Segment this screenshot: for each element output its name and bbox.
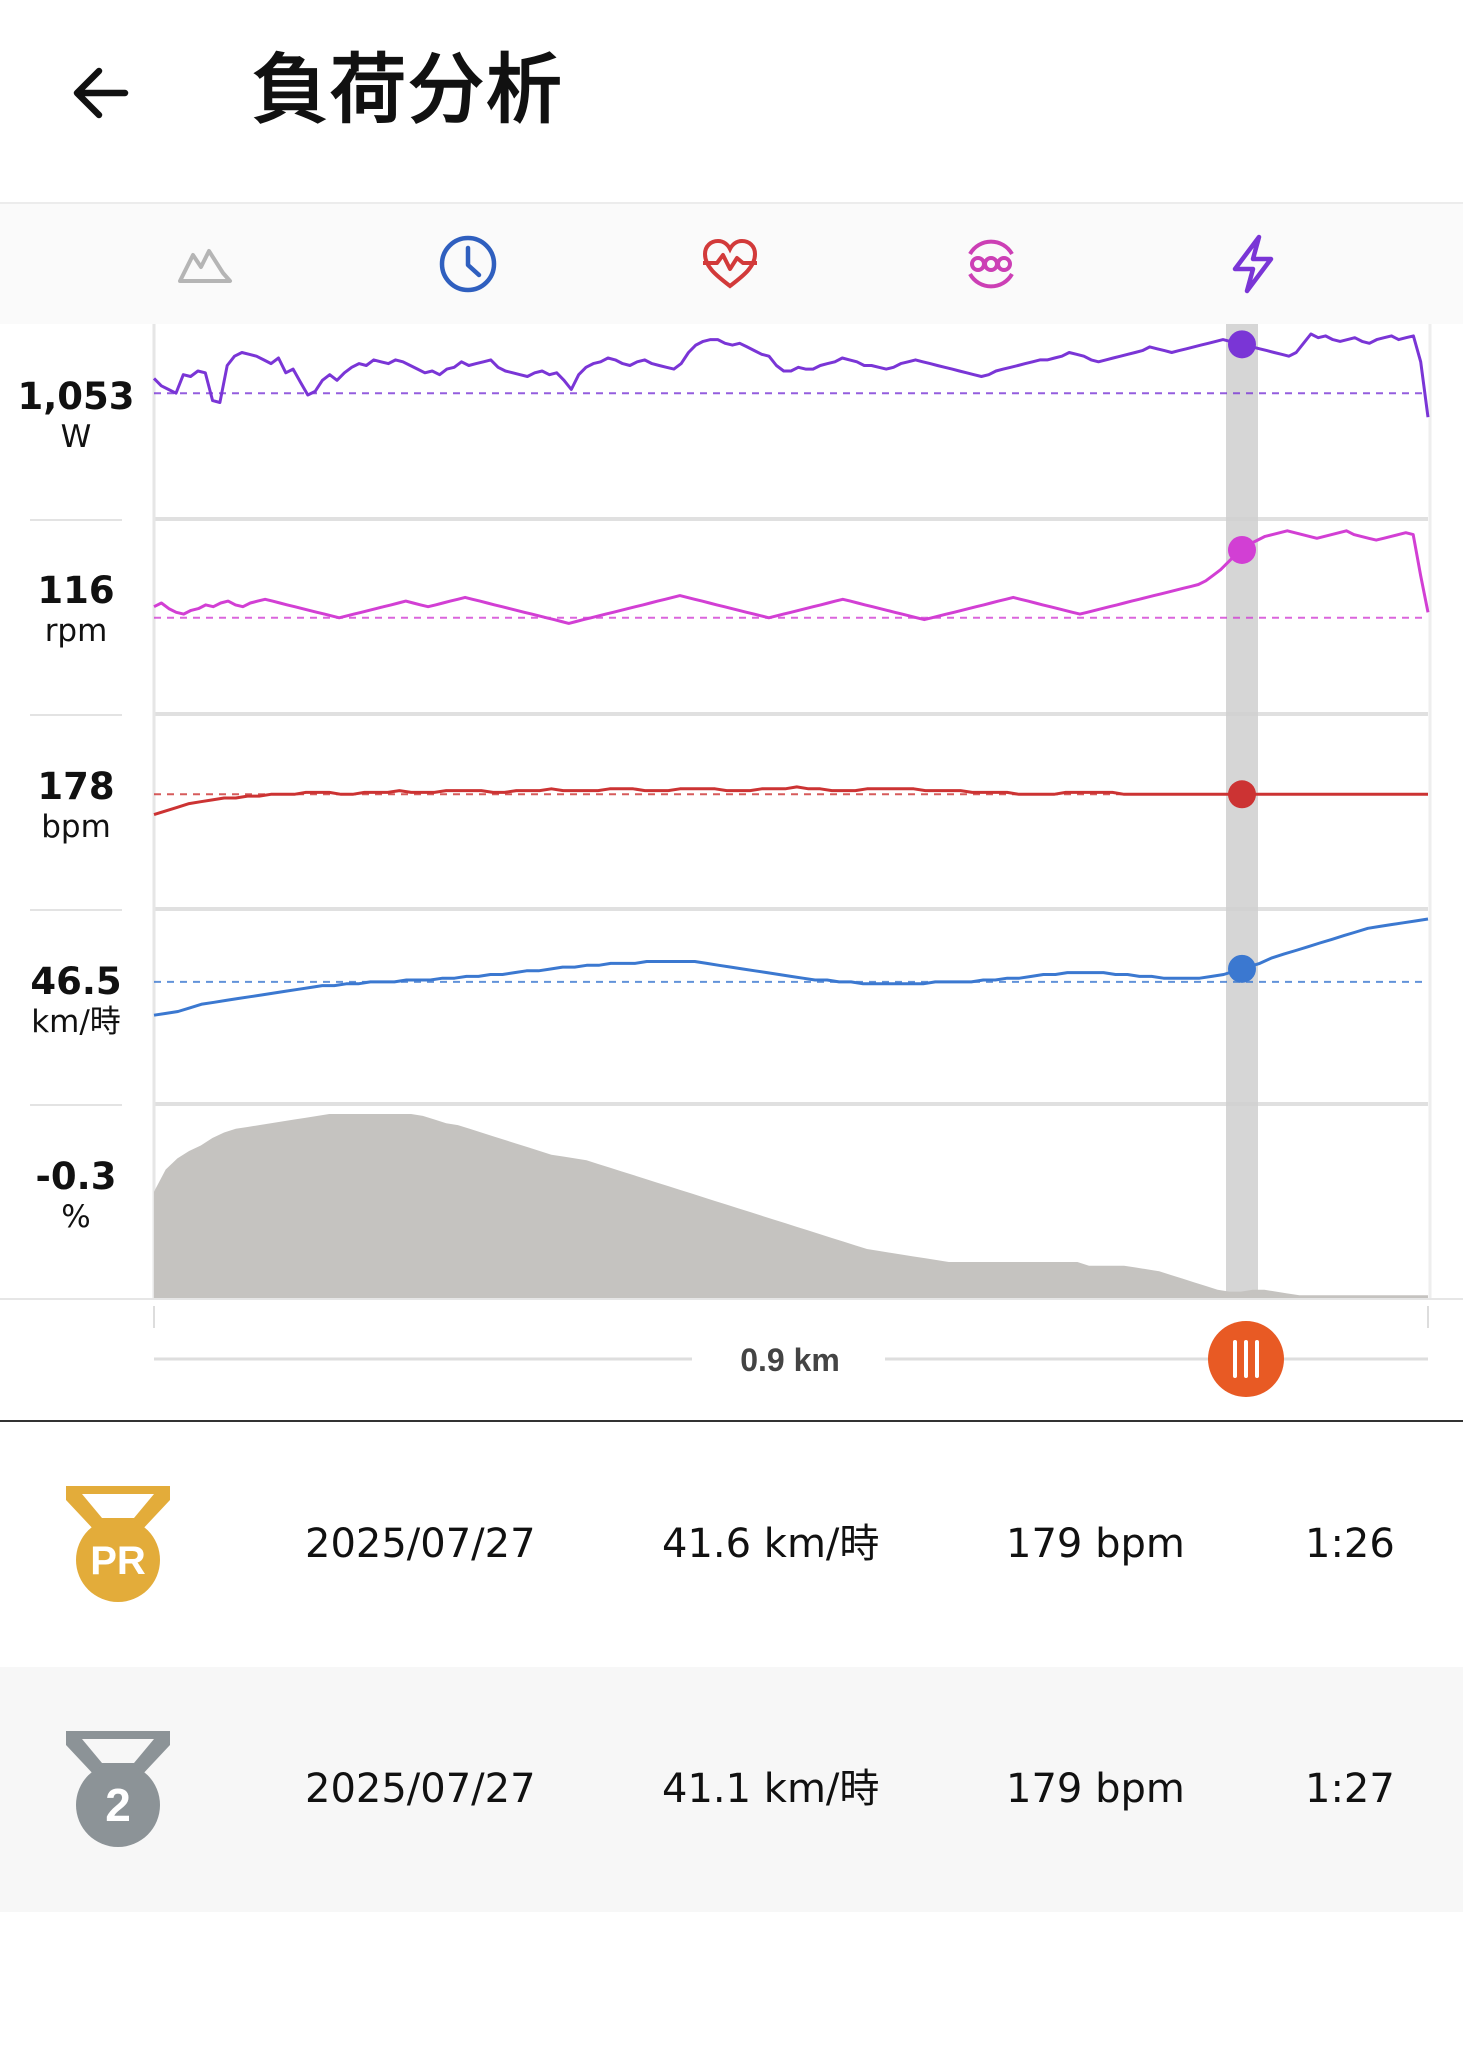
segment-heart-rate: 179 bpm [1006,1521,1185,1567]
readout-heart-rate: 178 bpm [0,766,152,846]
cursor-band [1225,324,1258,1299]
readout-cadence: 116 rpm [0,570,152,650]
readout-power-value: 1,053 [17,375,135,418]
medal-label: 2 [105,1779,131,1831]
readout-speed: 46.5 km/時 [0,961,152,1041]
series-line [152,332,1430,418]
segment-time: 1:26 [1305,1521,1395,1567]
page-title: 負荷分析 [252,45,564,134]
readout-grade: -0.3 % [0,1156,152,1236]
readout-power-unit: W [60,419,92,455]
segment-date: 2025/07/27 [305,1766,536,1812]
segment-time: 1:27 [1305,1766,1395,1812]
tab-power[interactable] [1208,224,1298,304]
grade-area [154,1114,1428,1299]
segment-date: 2025/07/27 [305,1521,536,1567]
heart-rate-icon [702,238,758,289]
series-line [153,529,1430,625]
series-line [153,917,1429,1017]
second-place-medal-icon: 2 [66,1731,170,1847]
metric-tabs [0,202,1463,326]
readout-heart-rate-unit: bpm [41,809,111,845]
segment-speed: 41.1 km/時 [662,1766,880,1812]
cursor-point [1227,330,1256,359]
readout-cadence-value: 116 [37,569,115,612]
tab-cadence[interactable] [946,224,1036,304]
tab-time[interactable] [423,224,513,304]
arrow-left-icon [73,67,129,118]
series-line [153,785,1428,817]
segment-row[interactable]: 2 2025/07/27 41.1 km/時 179 bpm 1:27 [0,1667,1463,1912]
distance-label: 0.9 km [740,1342,840,1378]
readout-cadence-unit: rpm [44,613,108,649]
readout-heart-rate-value: 178 [37,765,115,808]
segment-row[interactable]: PR 2025/07/27 41.6 km/時 179 bpm 1:26 [0,1422,1463,1667]
readout-grade-value: -0.3 [35,1155,117,1198]
app-header: 負荷分析 [0,0,1463,202]
segment-speed: 41.6 km/時 [662,1521,880,1567]
cursor-point [1227,535,1256,564]
readout-speed-value: 46.5 [30,960,122,1003]
readout-divider [30,519,122,521]
medal-label: PR [90,1539,146,1583]
readout-grade-unit: % [61,1199,91,1235]
elevation-icon [178,249,232,283]
clock-icon [439,235,497,293]
power-icon [1232,234,1274,294]
readout-power: 1,053 W [0,376,152,456]
tab-heart-rate[interactable] [685,224,775,304]
readout-divider [30,909,122,911]
pr-medal-icon: PR [66,1486,170,1602]
metrics-chart[interactable]: 0.9 km [0,324,1463,1420]
cursor-point [1227,780,1256,809]
chart-area: 1,053 W 116 rpm 178 bpm 46.5 km/時 -0.3 %… [0,324,1463,1422]
cadence-icon [968,239,1014,289]
readout-speed-unit: km/時 [31,1004,121,1040]
tab-elevation[interactable] [160,224,250,304]
cursor-point [1227,954,1256,983]
readout-divider [30,1104,122,1106]
segment-heart-rate: 179 bpm [1006,1766,1185,1812]
back-button[interactable] [60,45,140,140]
readout-divider [30,714,122,716]
